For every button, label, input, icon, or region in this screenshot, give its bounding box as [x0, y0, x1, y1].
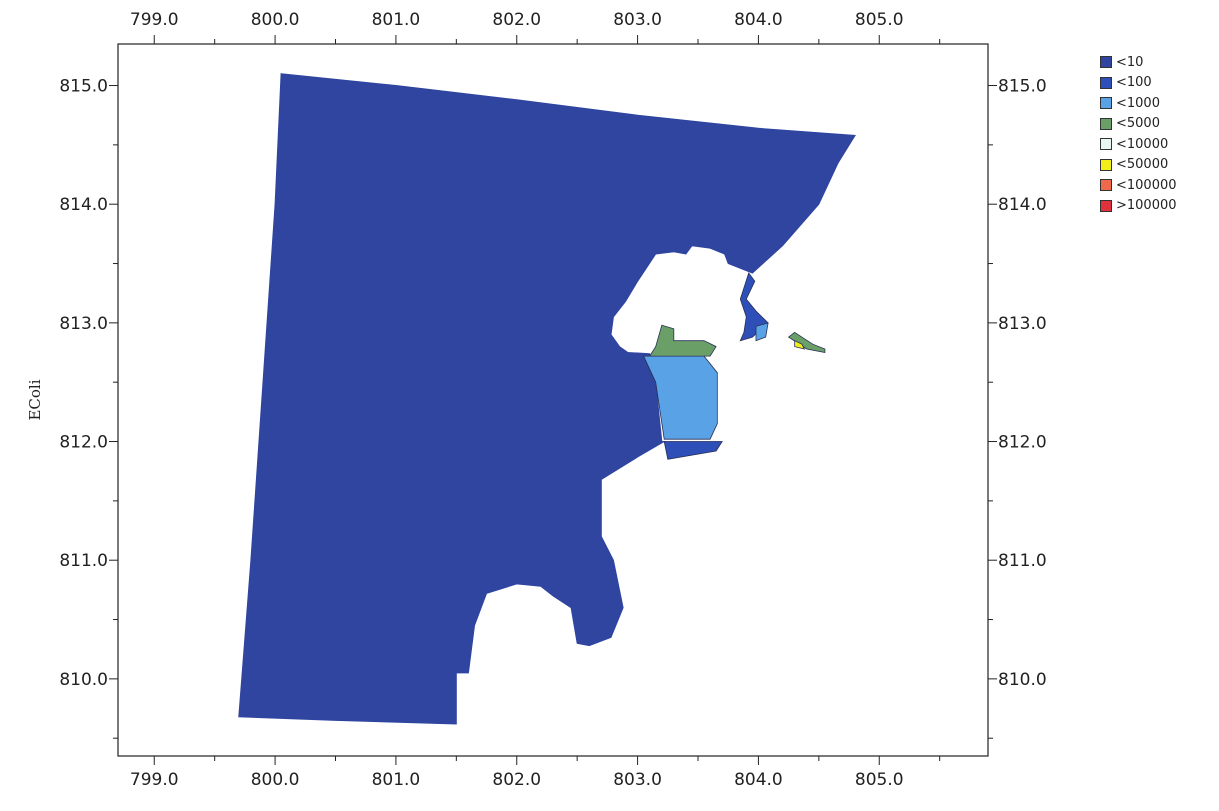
region-lt-10 [238, 73, 856, 725]
legend-label: <50000 [1116, 157, 1169, 173]
y-tick-label-right: 815.0 [998, 77, 1047, 97]
y-tick-label-left: 813.0 [59, 314, 108, 334]
region-lt-50000 [794, 340, 806, 350]
legend-item: <5000 [1100, 114, 1177, 135]
y-axis-label: EColi [26, 379, 44, 420]
y-tick-label-left: 811.0 [59, 551, 108, 571]
legend-label: <5000 [1116, 116, 1160, 132]
legend-swatch [1100, 56, 1112, 69]
x-tick-label-bottom: 803.0 [613, 770, 662, 790]
legend-label: <1000 [1116, 95, 1160, 111]
map-regions [238, 73, 856, 725]
region-lt-1000 [642, 355, 718, 440]
x-tick-label-top: 799.0 [130, 10, 179, 30]
x-tick-label-bottom: 801.0 [372, 770, 421, 790]
y-tick-label-left: 814.0 [59, 195, 108, 215]
legend-item: <1000 [1100, 93, 1177, 114]
legend-swatch [1100, 138, 1112, 151]
plot-frame [117, 43, 989, 757]
region-lt-5000 [787, 331, 826, 353]
x-tick-label-top: 801.0 [372, 10, 421, 30]
x-tick-label-bottom: 802.0 [492, 770, 541, 790]
legend-swatch [1100, 158, 1112, 171]
x-tick-label-bottom: 804.0 [734, 770, 783, 790]
x-tick-label-bottom: 799.0 [130, 770, 179, 790]
y-tick-label-right: 810.0 [998, 670, 1047, 690]
legend-item: <100000 [1100, 175, 1177, 196]
y-tick-label-left: 815.0 [59, 77, 108, 97]
legend-label: >100000 [1116, 198, 1177, 214]
y-tick-label-right: 812.0 [998, 433, 1047, 453]
legend-swatch [1100, 97, 1112, 110]
legend-item: <10000 [1100, 134, 1177, 155]
region-lt-100 [739, 272, 769, 342]
legend-label: <100000 [1116, 177, 1177, 193]
legend-label: <10000 [1116, 136, 1169, 152]
axis-tick-labels: 799.0 799.0 800.0 800.0 801.0 801.0 802.0 802.0… [59, 10, 1046, 790]
y-tick-label-right: 814.0 [998, 195, 1047, 215]
legend-item: <10 [1100, 52, 1177, 73]
legend-label: <10 [1116, 54, 1144, 70]
legend: <10 <100 <1000 <5000 <10000 <50000 <100000 >100… [1100, 52, 1177, 216]
x-tick-label-bottom: 800.0 [251, 770, 300, 790]
legend-item: <100 [1100, 73, 1177, 94]
x-tick-label-top: 803.0 [613, 10, 662, 30]
y-tick-label-left: 810.0 [59, 670, 108, 690]
x-tick-label-top: 805.0 [855, 10, 904, 30]
legend-swatch [1100, 76, 1112, 89]
axis-ticks [109, 35, 997, 765]
x-tick-label-top: 800.0 [251, 10, 300, 30]
legend-label: <100 [1116, 75, 1152, 91]
region-lt-100 [663, 441, 723, 460]
y-tick-label-right: 811.0 [998, 551, 1047, 571]
x-tick-label-top: 802.0 [492, 10, 541, 30]
y-tick-label-left: 812.0 [59, 433, 108, 453]
x-tick-label-top: 804.0 [734, 10, 783, 30]
legend-item: <50000 [1100, 155, 1177, 176]
legend-swatch [1100, 199, 1112, 212]
legend-swatch [1100, 117, 1112, 130]
y-tick-label-right: 813.0 [998, 314, 1047, 334]
x-tick-label-bottom: 805.0 [855, 770, 904, 790]
legend-swatch [1100, 179, 1112, 192]
region-lt-5000 [648, 324, 717, 357]
legend-item: >100000 [1100, 196, 1177, 217]
region-lt-1000 [755, 322, 769, 342]
